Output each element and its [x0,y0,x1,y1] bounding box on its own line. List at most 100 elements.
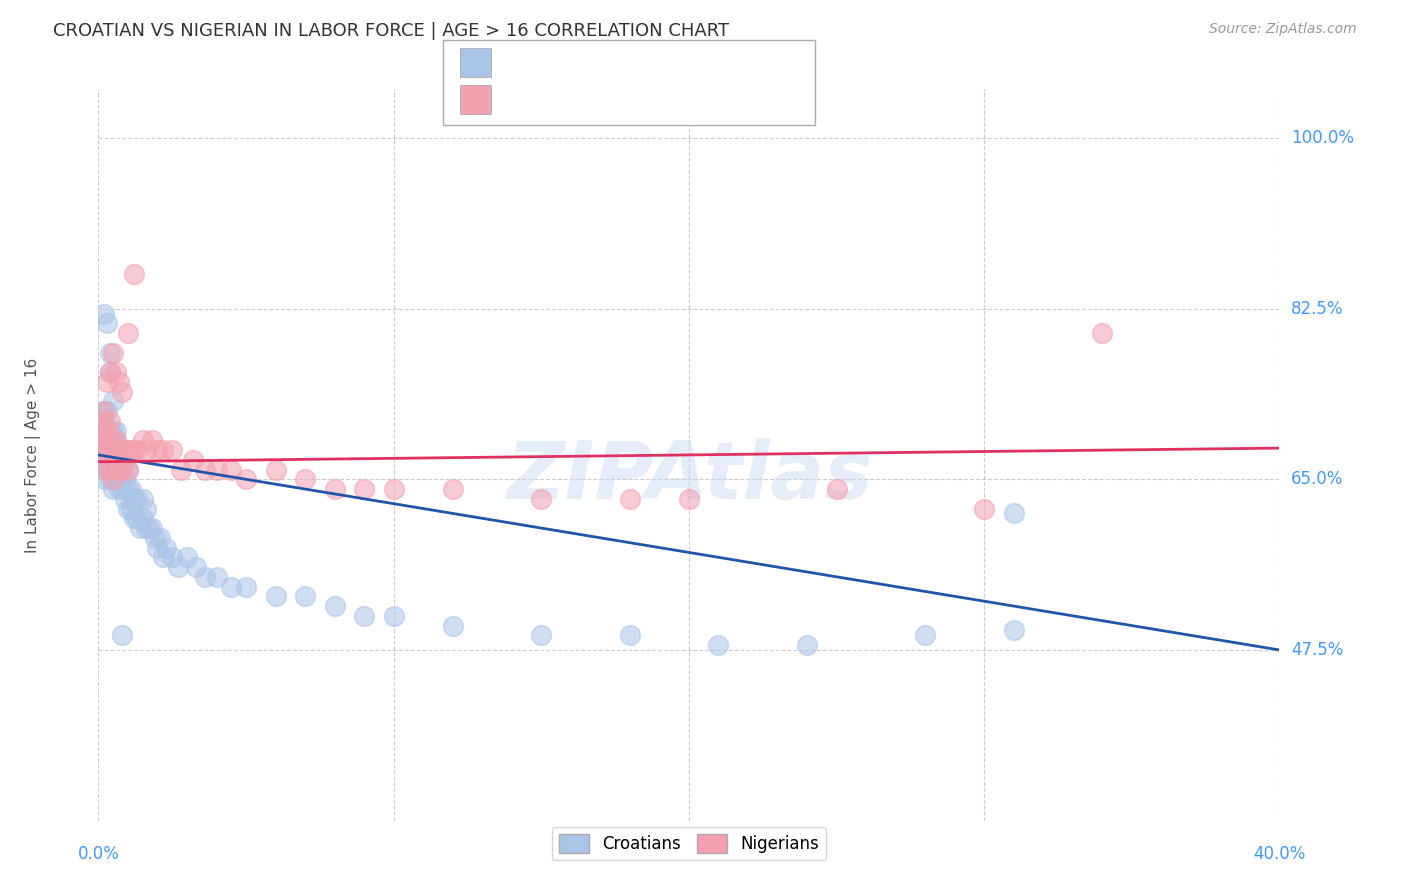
Point [122,491,145,506]
Point [103,345,125,359]
Point [143,531,166,545]
Point [105,434,128,448]
Text: 82.5%: 82.5% [1291,300,1344,318]
Point [90,424,112,438]
Point [167,560,190,574]
Point [1091,326,1114,340]
Point [135,443,157,458]
Point [441,618,464,632]
Point [132,491,155,506]
Point [194,570,217,584]
Point [103,452,125,467]
Point [117,462,139,476]
Point [117,501,139,516]
Point [98,424,121,438]
Point [973,501,995,516]
Point [103,434,125,448]
Point [93,443,115,458]
Point [105,462,128,476]
Text: 40.0%: 40.0% [1253,845,1306,863]
Point [122,511,145,525]
Point [141,434,163,448]
Point [796,638,818,652]
Point [93,414,115,428]
Point [98,462,121,476]
Point [93,404,115,418]
Point [120,501,142,516]
Point [382,608,405,623]
Point [111,462,134,476]
Text: R =  0.036   N = 58: R = 0.036 N = 58 [502,93,651,108]
Point [1002,624,1025,638]
Point [103,472,125,486]
Point [111,443,134,458]
Point [132,511,155,525]
Point [152,443,174,458]
Point [205,462,228,476]
Point [98,365,121,379]
Point [1002,507,1025,521]
Point [353,482,375,496]
Point [323,482,346,496]
Point [135,501,157,516]
Point [530,628,553,642]
Text: CROATIAN VS NIGERIAN IN LABOR FORCE | AGE > 16 CORRELATION CHART: CROATIAN VS NIGERIAN IN LABOR FORCE | AG… [53,22,730,40]
Point [98,345,121,359]
Point [93,404,115,418]
Point [90,414,112,428]
Point [235,472,257,486]
Point [235,580,257,594]
Text: In Labor Force | Age > 16: In Labor Force | Age > 16 [25,358,41,552]
Point [162,443,183,458]
Point [98,414,121,428]
Point [96,424,118,438]
Point [108,443,131,458]
Point [96,375,118,389]
Point [96,462,118,476]
Point [114,452,136,467]
Point [125,491,148,506]
Point [619,628,641,642]
Point [98,443,121,458]
Point [98,452,121,467]
Point [132,434,155,448]
Point [93,306,115,320]
Text: 0.0%: 0.0% [77,845,120,863]
Point [96,443,118,458]
Point [103,462,125,476]
Point [96,443,118,458]
Point [441,482,464,496]
Point [184,560,207,574]
Point [176,550,198,565]
Point [103,394,125,409]
Point [155,541,177,555]
Point [96,404,118,418]
Point [117,443,139,458]
Point [122,443,145,458]
Point [264,590,287,604]
Point [152,550,174,565]
Point [98,472,121,486]
Point [96,424,118,438]
Point [128,521,150,535]
Point [96,443,118,458]
Point [120,443,142,458]
Point [114,491,136,506]
Point [111,628,134,642]
Point [205,570,228,584]
Point [105,472,128,486]
Point [90,434,112,448]
Point [678,491,700,506]
Point [825,482,848,496]
Point [96,316,118,330]
Point [323,599,346,613]
Point [914,628,936,642]
Point [114,472,136,486]
Point [135,521,157,535]
Point [105,452,128,467]
Point [111,482,134,496]
Text: ZIPAtlas: ZIPAtlas [506,438,872,516]
Point [120,482,142,496]
Point [264,462,287,476]
Point [707,638,730,652]
